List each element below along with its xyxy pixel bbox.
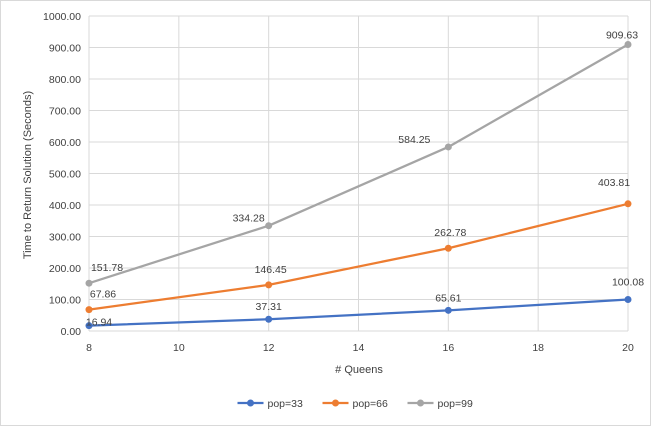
data-label: 262.78 xyxy=(434,227,466,239)
legend-entry: pop=33 xyxy=(237,398,303,410)
x-tick-label: 14 xyxy=(353,342,365,354)
data-point xyxy=(85,322,93,330)
series-line-pop-99 xyxy=(88,43,629,285)
data-point xyxy=(265,281,273,289)
series-line-pop-66 xyxy=(88,202,629,311)
series-lines xyxy=(85,40,632,330)
legend-marker xyxy=(417,399,424,407)
legend-label: pop=33 xyxy=(268,398,303,410)
legend-label: pop=66 xyxy=(353,398,388,410)
x-axis-title: # Queens xyxy=(335,364,383,376)
data-label: 146.45 xyxy=(255,264,287,276)
data-point xyxy=(624,40,632,48)
y-tick-label: 200.00 xyxy=(49,263,81,275)
data-label: 37.31 xyxy=(256,301,282,313)
y-tick-label: 300.00 xyxy=(49,232,81,244)
data-label: 584.25 xyxy=(398,134,430,146)
data-label: 403.81 xyxy=(598,177,630,189)
y-tick-label: 900.00 xyxy=(49,43,81,55)
data-label: 100.08 xyxy=(612,276,644,288)
series-line-pop-33 xyxy=(88,298,629,327)
y-tick-label: 500.00 xyxy=(49,169,81,181)
data-label: 16.94 xyxy=(86,317,112,329)
data-point xyxy=(624,295,632,303)
x-tick-label: 16 xyxy=(442,342,454,354)
x-tick-label: 10 xyxy=(173,342,185,354)
data-point xyxy=(265,315,273,323)
y-axis-title: Time to Return Solution (Seconds) xyxy=(22,91,34,259)
legend: pop=33 pop=66 pop=99 xyxy=(237,398,473,410)
data-point xyxy=(265,222,273,230)
data-point xyxy=(624,200,632,208)
legend-label: pop=99 xyxy=(438,398,473,410)
y-tick-label: 100.00 xyxy=(49,295,81,307)
data-label: 151.78 xyxy=(91,262,123,274)
data-label: 909.63 xyxy=(606,29,638,41)
data-point xyxy=(444,244,452,252)
y-tick-label: 800.00 xyxy=(49,74,81,86)
legend-marker xyxy=(332,399,339,407)
data-point xyxy=(444,143,452,151)
x-tick-label: 20 xyxy=(622,342,634,354)
y-tick-label: 0.00 xyxy=(61,326,82,338)
y-tick-label: 700.00 xyxy=(49,106,81,118)
legend-marker xyxy=(247,399,254,407)
x-tick-label: 12 xyxy=(263,342,275,354)
x-tick-label: 8 xyxy=(86,342,92,354)
data-labels: 16.94 37.31 65.61 100.08 67.86 146.45 262.78 40… xyxy=(86,29,644,328)
data-label: 334.28 xyxy=(233,213,265,225)
axes: 0.00 100.00 200.00 300.00 400.00 500.00 600.00… xyxy=(43,11,634,354)
data-label: 67.86 xyxy=(90,289,116,301)
legend-entry: pop=66 xyxy=(322,398,388,410)
y-tick-label: 1000.00 xyxy=(43,11,81,23)
data-point xyxy=(85,306,93,314)
data-point xyxy=(444,306,452,314)
grid-lines xyxy=(88,15,629,332)
y-tick-label: 400.00 xyxy=(49,200,81,212)
legend-entry: pop=99 xyxy=(407,398,473,410)
y-tick-label: 600.00 xyxy=(49,137,81,149)
x-tick-label: 18 xyxy=(532,342,544,354)
data-label: 65.61 xyxy=(435,292,461,304)
data-point xyxy=(85,279,93,287)
